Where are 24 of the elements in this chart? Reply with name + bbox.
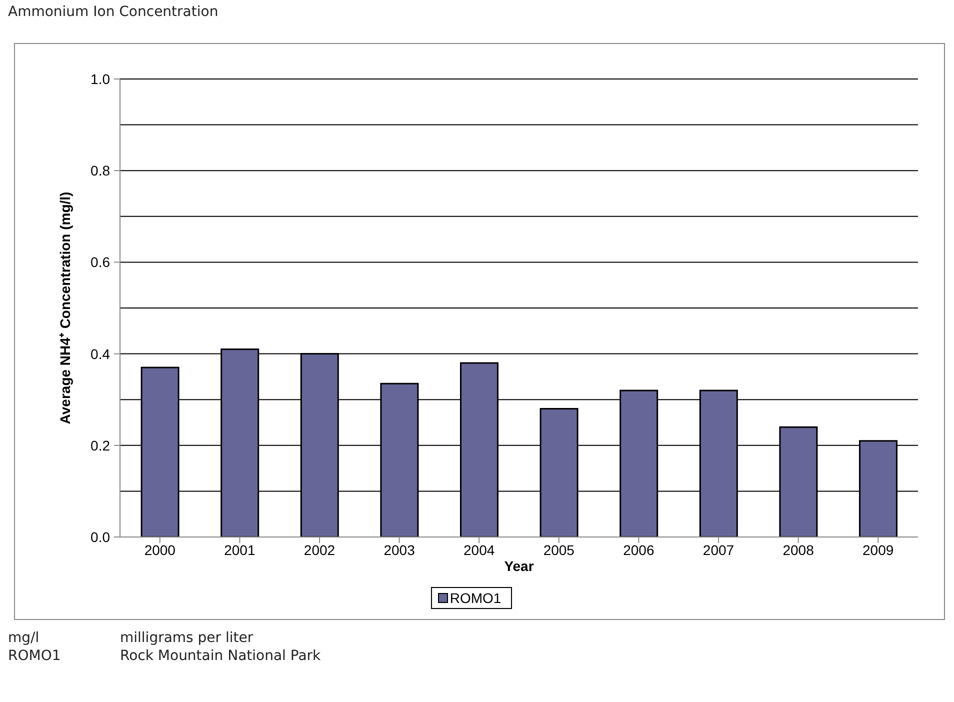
x-tick-label: 2008 xyxy=(782,542,814,558)
x-tick-label: 2005 xyxy=(543,542,575,558)
y-axis-title: Average NH4⁺ Concentration (mg/l) xyxy=(56,192,73,424)
x-tick-label: 2002 xyxy=(304,542,336,558)
y-tick-label: 0.8 xyxy=(90,162,110,179)
text: ROMO1 xyxy=(8,648,62,664)
text: mg/l xyxy=(8,630,40,646)
x-axis-title: Year xyxy=(504,558,534,574)
text: milligrams per liter xyxy=(120,630,254,646)
y-tick-label: 0.4 xyxy=(90,346,110,362)
chart-title: Ammonium Ion Concentration xyxy=(8,4,218,20)
text: Rock Mountain National Park xyxy=(120,648,321,664)
y-tick-label: 0.2 xyxy=(90,437,110,454)
legend-label: ROMO1 xyxy=(448,590,502,606)
x-tick-label: 2009 xyxy=(862,542,894,558)
y-tick-label: 0.6 xyxy=(90,254,110,270)
x-tick-label: 2000 xyxy=(144,542,176,558)
x-tick-label: 2007 xyxy=(702,542,734,558)
y-tick-label: 1.0 xyxy=(90,71,110,87)
x-tick-label: 2004 xyxy=(464,542,495,558)
text: 0.0 xyxy=(90,529,110,545)
x-tick-label: 2003 xyxy=(384,542,416,558)
x-tick-label: 2006 xyxy=(623,542,654,558)
x-tick-label: 2001 xyxy=(224,542,256,558)
